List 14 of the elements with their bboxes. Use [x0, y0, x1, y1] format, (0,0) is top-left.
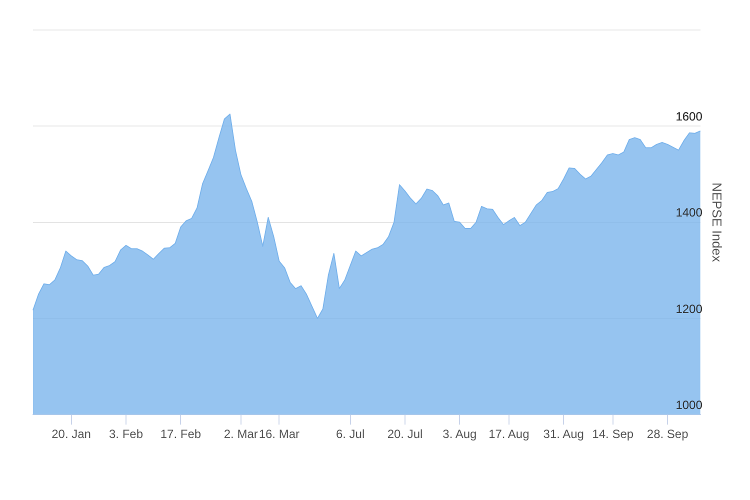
x-tick-label: 17. Aug: [488, 427, 530, 442]
x-tick-label: 28. Sep: [646, 427, 689, 442]
x-tick-label: 31. Aug: [543, 427, 584, 442]
y-tick-label: 1600: [676, 109, 703, 124]
x-tick-label: 2. Mar: [224, 427, 258, 442]
x-tick-label: 6. Jul: [336, 427, 365, 442]
x-tick-label: 17. Feb: [160, 427, 202, 442]
x-tick-label: 20. Jan: [52, 427, 91, 442]
x-tick-label: 3. Aug: [442, 427, 477, 442]
x-tick-label: 3. Feb: [108, 427, 144, 442]
y-axis-title: NEPSE Index: [710, 182, 725, 263]
x-tick-label: 14. Sep: [592, 427, 634, 442]
x-tick-label: 20. Jul: [387, 427, 423, 442]
x-tick-label: 16. Mar: [258, 427, 300, 442]
